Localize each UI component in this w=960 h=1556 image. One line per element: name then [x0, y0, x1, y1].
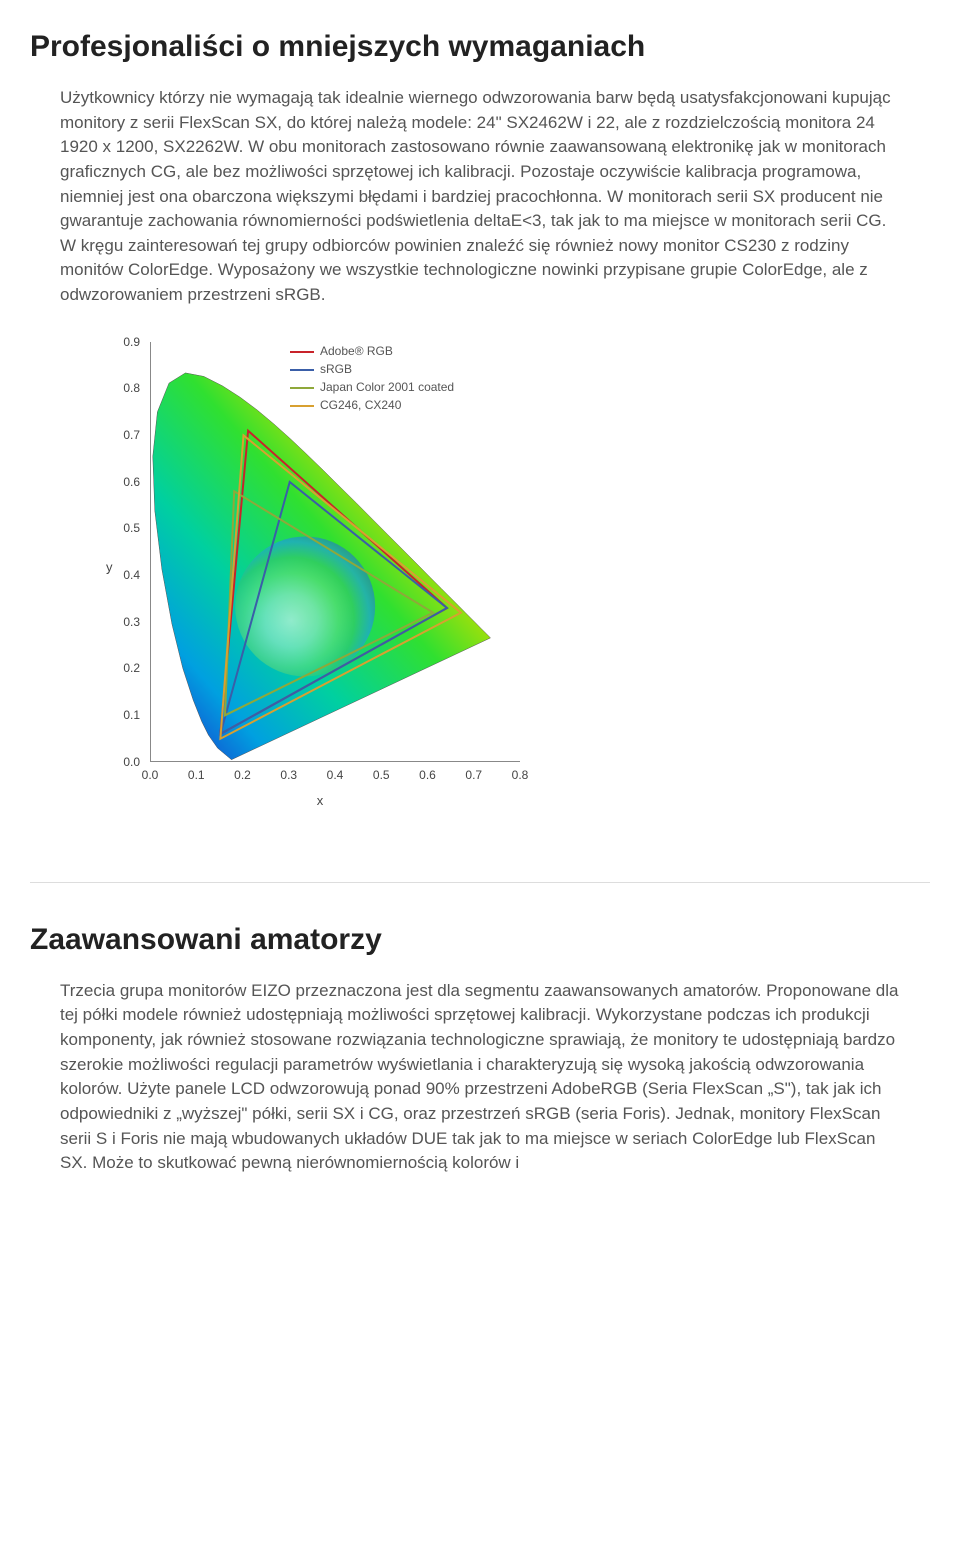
- legend-item: Adobe® RGB: [290, 344, 393, 358]
- x-tick: 0.6: [419, 768, 436, 782]
- legend-item: CG246, CX240: [290, 398, 401, 412]
- x-tick: 0.5: [373, 768, 390, 782]
- section-divider: [30, 882, 930, 883]
- legend-item: Japan Color 2001 coated: [290, 380, 454, 394]
- legend-swatch: [290, 405, 314, 407]
- y-tick: 0.7: [100, 428, 140, 442]
- x-axis-label: x: [317, 793, 324, 808]
- cie-chart: y x 0.00.10.20.30.40.50.60.70.80.90.00.1…: [100, 332, 930, 802]
- legend-label: sRGB: [320, 362, 352, 376]
- x-tick: 0.1: [188, 768, 205, 782]
- section-body-2: Trzecia grupa monitorów EIZO przeznaczon…: [60, 979, 900, 1176]
- y-tick: 0.1: [100, 708, 140, 722]
- x-tick: 0.2: [234, 768, 251, 782]
- legend-label: CG246, CX240: [320, 398, 401, 412]
- legend-label: Japan Color 2001 coated: [320, 380, 454, 394]
- y-tick: 0.8: [100, 381, 140, 395]
- x-tick: 0.3: [280, 768, 297, 782]
- legend-item: sRGB: [290, 362, 352, 376]
- y-tick: 0.2: [100, 661, 140, 675]
- section-heading-1: Profesjonaliści o mniejszych wymaganiach: [30, 30, 930, 64]
- x-tick: 0.0: [142, 768, 159, 782]
- y-tick: 0.4: [100, 568, 140, 582]
- section-heading-2: Zaawansowani amatorzy: [30, 923, 930, 957]
- legend-swatch: [290, 369, 314, 371]
- legend-label: Adobe® RGB: [320, 344, 393, 358]
- y-tick: 0.5: [100, 521, 140, 535]
- y-tick: 0.9: [100, 335, 140, 349]
- section-body-1: Użytkownicy którzy nie wymagają tak idea…: [60, 86, 900, 308]
- legend-swatch: [290, 351, 314, 353]
- y-tick: 0.6: [100, 475, 140, 489]
- x-tick: 0.8: [512, 768, 529, 782]
- x-tick: 0.7: [465, 768, 482, 782]
- y-tick: 0.0: [100, 755, 140, 769]
- y-tick: 0.3: [100, 615, 140, 629]
- x-tick: 0.4: [327, 768, 344, 782]
- legend-swatch: [290, 387, 314, 389]
